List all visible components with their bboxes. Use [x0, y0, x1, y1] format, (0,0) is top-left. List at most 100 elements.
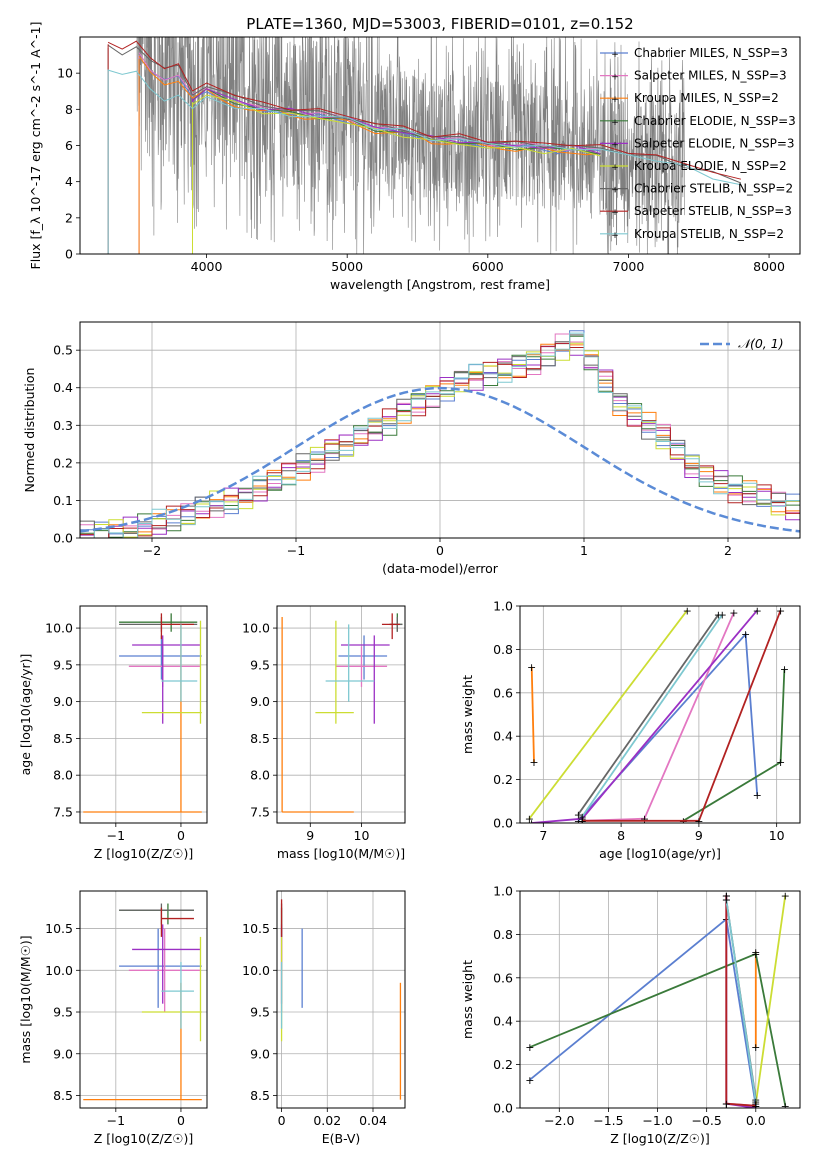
axes-frame — [276, 605, 406, 824]
legend-label: Kroupa STELIB, N_SSP=2 — [634, 227, 784, 241]
mass-weight-line — [581, 614, 723, 818]
mass-weight-point: + — [776, 604, 785, 617]
mass-weight-line — [754, 895, 787, 1104]
mass-weight-line — [530, 666, 535, 763]
model-spectrum-line — [138, 56, 601, 156]
mass-weight-line — [577, 632, 759, 822]
x-tick-label: 0.04 — [359, 1113, 387, 1128]
legend-label: Chabrier ELODIE, N_SSP=3 — [634, 114, 796, 128]
legend-label: Salpeter MILES, N_SSP=3 — [634, 69, 787, 83]
y-tick-label: 8 — [65, 102, 73, 117]
mass-weight-point: + — [529, 756, 538, 769]
legend-marker: + — [611, 95, 619, 105]
x-tick-label: 7 — [539, 828, 547, 843]
model-spectrum-line — [192, 94, 601, 157]
y-tick-label: 0.2 — [53, 455, 73, 470]
y-axis-label: Normed distribution — [22, 368, 37, 493]
mass-weight-point: + — [751, 1095, 760, 1108]
legend-marker: + — [611, 118, 619, 128]
mass-weight-point: + — [578, 813, 587, 826]
mass-weight-point: + — [729, 607, 738, 620]
model-spectrum-line — [107, 40, 742, 180]
residual-histogram — [80, 332, 800, 538]
y-axis-label: age [log10(age/yr)] — [18, 654, 33, 776]
x-tick-label: −1.5 — [593, 1113, 623, 1128]
x-tick-label: −2.0 — [544, 1113, 574, 1128]
y-tick-label: 10.0 — [242, 963, 270, 978]
y-tick-label: 9.0 — [53, 694, 73, 709]
y-tick-label: 0.5 — [53, 343, 73, 358]
axes-frame — [519, 605, 801, 824]
mass-weight-line — [725, 899, 757, 1102]
mass-weight-point: + — [525, 813, 534, 826]
mass-weight-line — [682, 668, 786, 822]
mass-weight-point: + — [722, 889, 731, 902]
y-axis-label: mass [log10(M/M☉)] — [18, 935, 33, 1063]
y-tick-label: 8.5 — [250, 1088, 270, 1103]
y-tick-label: 0 — [65, 247, 73, 262]
mass-weight-point: + — [751, 1100, 760, 1113]
y-axis-label: Flux [f_λ 10^-17 erg cm^-2 s^-1 A^-1] — [28, 22, 43, 270]
y-tick-label: 10.0 — [242, 621, 270, 636]
y-axis-label: mass weight — [460, 960, 475, 1039]
mass-weight-point: + — [780, 663, 789, 676]
x-tick-label: 2 — [724, 543, 732, 558]
mass-weight-vs-metallicity-panel: +++++ ++++++++ +++++++ +++−2.0 −1.5 −1.0 −0.5 0… — [460, 884, 801, 1146]
mass-weight-point: + — [753, 604, 762, 617]
x-axis-label: Z [log10(Z/Z☉)] — [94, 846, 194, 861]
mass-weight-point: + — [751, 1098, 760, 1111]
x-tick-label: 9 — [695, 828, 703, 843]
x-axis-label: mass [log10(M/M☉)] — [277, 846, 405, 861]
x-tick-label: −2 — [143, 543, 161, 558]
axes-frame — [519, 890, 801, 1109]
y-tick-label: 6 — [65, 138, 73, 153]
x-tick-label: 5000 — [331, 259, 363, 274]
y-tick-label: 0.4 — [493, 729, 513, 744]
mass-weight-point: + — [527, 661, 536, 674]
age-vs-metallicity-panel: −1 0 7.5 8.0 8.5 9.0 9.5 10.0 Z [log10(Z/Z☉)] age… — [18, 605, 208, 861]
x-axis-label: age [log10(age/yr)] — [599, 846, 721, 861]
x-axis-label: Z [log10(Z/Z☉)] — [610, 1131, 710, 1146]
mass-weight-point: + — [751, 946, 760, 959]
figure-title: PLATE=1360, MJD=53003, FIBERID=0101, z=0… — [246, 15, 633, 33]
mass-weight-point: + — [694, 815, 703, 828]
y-tick-label: 0.4 — [53, 380, 73, 395]
y-tick-label: 10 — [57, 66, 73, 81]
legend-label: Kroupa ELODIE, N_SSP=2 — [634, 159, 787, 173]
mass-weight-point: + — [751, 948, 760, 961]
mass-weight-point: + — [525, 1074, 534, 1087]
y-tick-label: 0.4 — [493, 1014, 513, 1029]
model-spectrum-line — [107, 69, 742, 186]
mass-weight-line — [528, 609, 688, 820]
legend-marker: + — [611, 231, 619, 241]
spectrum-panel: 4000 5000 6000 7000 8000 0 2 4 6 8 10 wavelength [A… — [28, 22, 801, 292]
x-axis-label: E(B-V) — [322, 1131, 361, 1146]
y-tick-label: 1.0 — [493, 884, 513, 899]
mass-weight-point: + — [574, 808, 583, 821]
x-tick-label: 8000 — [753, 259, 785, 274]
x-tick-label: 0 — [177, 1113, 185, 1128]
mass-weight-vs-age-panel: ++++ ++++++++ +++++++ ++++7 8 9 10 0.0 0.2 0.4 0.6… — [460, 599, 801, 861]
y-tick-label: 0.8 — [493, 642, 513, 657]
y-tick-label: 0.0 — [493, 1101, 513, 1116]
x-axis-label: wavelength [Angstrom, rest frame] — [330, 277, 550, 292]
mass-weight-point: + — [781, 889, 790, 902]
plot-area: +++++++++++++++++++++++ — [525, 604, 789, 830]
y-tick-label: 9.5 — [250, 1005, 270, 1020]
y-tick-label: 9.0 — [53, 1046, 73, 1061]
mass-weight-point: + — [781, 1100, 790, 1113]
y-tick-label: 2 — [65, 210, 73, 225]
mass-weight-point: + — [751, 1100, 760, 1113]
mass-weight-point: + — [683, 604, 692, 617]
mass-weight-line — [725, 895, 756, 1107]
x-tick-label: 1 — [580, 543, 588, 558]
gaussian-curve — [80, 386, 800, 533]
model-spectrum-line — [192, 88, 601, 155]
mass-vs-extinction-panel: 0 0.02 0.04 8.5 9.0 9.5 10.0 10.5 E(B-V) — [242, 890, 406, 1146]
mass-weight-point: + — [722, 1098, 731, 1111]
y-tick-label: 7.5 — [53, 804, 73, 819]
axes-frame — [79, 605, 208, 824]
y-tick-label: 0.6 — [493, 970, 513, 985]
legend-label: 𝒩(0, 1) — [738, 336, 784, 351]
mass-weight-point: + — [527, 817, 536, 830]
